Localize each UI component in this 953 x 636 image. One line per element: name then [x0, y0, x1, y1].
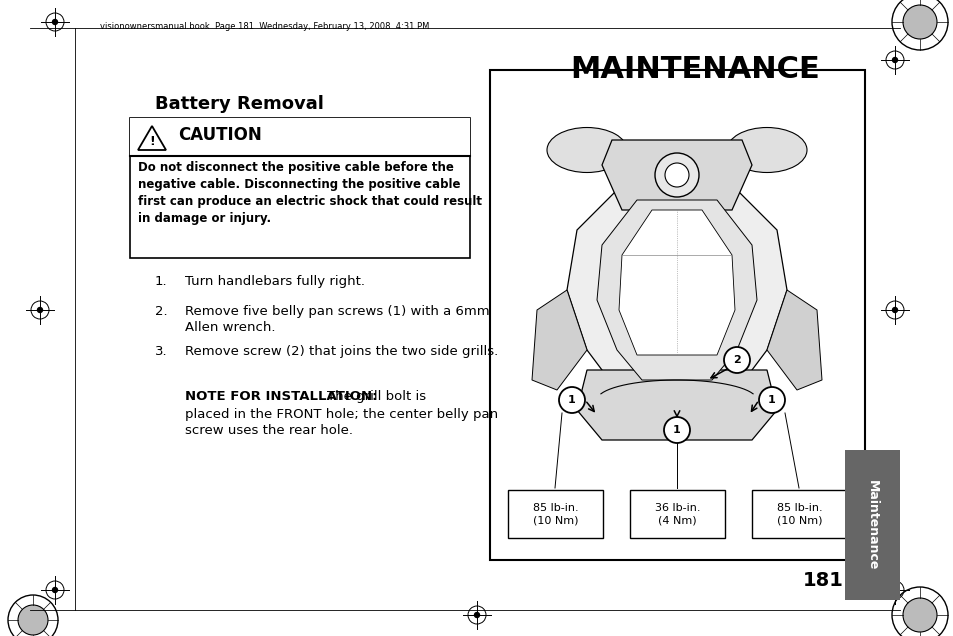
- Text: Do not disconnect the positive cable before the
negative cable. Disconnecting th: Do not disconnect the positive cable bef…: [138, 161, 481, 225]
- Circle shape: [18, 605, 48, 635]
- Text: screw uses the rear hole.: screw uses the rear hole.: [185, 424, 353, 437]
- Text: 3.: 3.: [154, 345, 168, 358]
- Text: 2.: 2.: [154, 305, 168, 318]
- Circle shape: [902, 598, 936, 632]
- Text: 2: 2: [732, 355, 740, 365]
- Polygon shape: [532, 290, 586, 390]
- Polygon shape: [577, 370, 776, 440]
- Circle shape: [655, 153, 699, 197]
- Bar: [751, 490, 846, 538]
- Text: visionownersmanual.book  Page 181  Wednesday, February 13, 2008  4:31 PM: visionownersmanual.book Page 181 Wednesd…: [100, 22, 429, 31]
- Text: 1.: 1.: [154, 275, 168, 288]
- Polygon shape: [766, 290, 821, 390]
- Text: placed in the FRONT hole; the center belly pan: placed in the FRONT hole; the center bel…: [185, 408, 497, 421]
- Text: 1: 1: [767, 395, 775, 405]
- Text: Remove five belly pan screws (1) with a 6mm
Allen wrench.: Remove five belly pan screws (1) with a …: [185, 305, 489, 335]
- Polygon shape: [618, 210, 734, 355]
- Bar: [844, 450, 899, 600]
- Text: Turn handlebars fully right.: Turn handlebars fully right.: [185, 275, 365, 288]
- Text: 1: 1: [673, 425, 680, 435]
- Circle shape: [52, 588, 57, 593]
- Circle shape: [892, 307, 897, 312]
- Circle shape: [723, 347, 749, 373]
- Text: MAINTENANCE: MAINTENANCE: [570, 55, 819, 84]
- Text: 85 lb-in.
(10 Nm): 85 lb-in. (10 Nm): [776, 503, 821, 525]
- Circle shape: [52, 20, 57, 25]
- Polygon shape: [597, 200, 757, 380]
- Circle shape: [892, 57, 897, 62]
- Text: CAUTION: CAUTION: [178, 126, 261, 144]
- Text: !: !: [149, 135, 154, 148]
- Circle shape: [892, 588, 897, 593]
- Ellipse shape: [726, 127, 806, 172]
- Circle shape: [558, 387, 584, 413]
- Circle shape: [37, 307, 43, 312]
- Ellipse shape: [546, 127, 626, 172]
- Text: 1: 1: [568, 395, 576, 405]
- Circle shape: [663, 417, 689, 443]
- Bar: [507, 490, 602, 538]
- Polygon shape: [601, 140, 751, 210]
- Text: 85 lb-in.
(10 Nm): 85 lb-in. (10 Nm): [532, 503, 578, 525]
- Bar: [490, 70, 864, 560]
- Text: 181: 181: [801, 570, 842, 590]
- Polygon shape: [138, 126, 166, 150]
- Text: Remove screw (2) that joins the two side grills.: Remove screw (2) that joins the two side…: [185, 345, 497, 358]
- Circle shape: [759, 387, 784, 413]
- Text: Battery Removal: Battery Removal: [154, 95, 323, 113]
- Bar: [130, 118, 470, 258]
- Circle shape: [664, 163, 688, 187]
- Text: Maintenance: Maintenance: [864, 480, 878, 570]
- Text: The grill bolt is: The grill bolt is: [327, 390, 426, 403]
- Polygon shape: [566, 190, 786, 390]
- Bar: [130, 118, 470, 156]
- Text: NOTE FOR INSTALLATION:: NOTE FOR INSTALLATION:: [185, 390, 377, 403]
- Circle shape: [902, 5, 936, 39]
- Text: 36 lb-in.
(4 Nm): 36 lb-in. (4 Nm): [654, 503, 700, 525]
- Bar: [629, 490, 724, 538]
- Circle shape: [474, 612, 479, 618]
